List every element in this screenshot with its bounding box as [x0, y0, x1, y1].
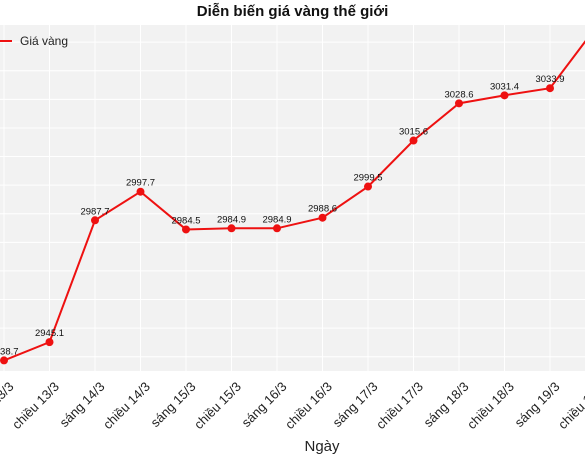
data-label: 3033.9: [535, 74, 564, 85]
data-point: [318, 213, 327, 222]
data-point: [182, 225, 190, 234]
data-label: 3015.6: [399, 127, 428, 138]
x-tick-label: chiều 15/3: [191, 379, 244, 432]
data-label: 2938.7: [0, 346, 19, 357]
x-tick-label: chiều 18/3: [464, 379, 517, 432]
x-tick-label: chiều 14/3: [100, 379, 153, 432]
data-point: [273, 224, 281, 233]
grid: [0, 25, 585, 371]
series-line-gia-vang: [3, 40, 585, 362]
data-label: 2988.6: [308, 204, 337, 215]
data-label: 3031.4: [490, 81, 519, 92]
data-label: 2984.5: [171, 215, 200, 226]
data-point: [0, 356, 8, 365]
data-point: [364, 182, 372, 191]
data-point: [45, 338, 54, 347]
data-label: 2945.1: [35, 328, 64, 339]
chart-title: Diễn biến giá vàng thế giới: [196, 3, 389, 20]
data-point: [136, 187, 145, 196]
data-point: [227, 224, 236, 233]
plot-area: [0, 25, 585, 371]
data-label: 2984.9: [262, 214, 291, 225]
series-line-layer: [3, 40, 585, 362]
data-point: [409, 136, 418, 145]
data-label: 2997.7: [126, 178, 155, 189]
x-tick-label: chiều 16/3: [282, 379, 335, 432]
data-point: [546, 84, 554, 93]
data-labels: 2938.7 2945.1 2987.7 2997.7 2984.5 2984.9 2984…: [0, 74, 565, 357]
data-points: [0, 84, 554, 365]
data-point: [500, 91, 509, 100]
x-tick-label: chiều 13/3: [9, 379, 62, 432]
data-label: 3028.6: [444, 89, 473, 100]
data-point: [91, 216, 99, 225]
data-label: 2987.7: [80, 206, 109, 217]
data-label: 2999.5: [353, 173, 382, 184]
data-label: 2984.9: [217, 214, 246, 225]
x-tick-label: chiều 17/3: [373, 379, 426, 432]
data-point: [455, 99, 463, 108]
legend-label-gia-vang: Giá vàng: [20, 34, 68, 48]
x-axis-label: Ngày: [304, 438, 340, 455]
legend: Giá vàng: [0, 34, 68, 48]
